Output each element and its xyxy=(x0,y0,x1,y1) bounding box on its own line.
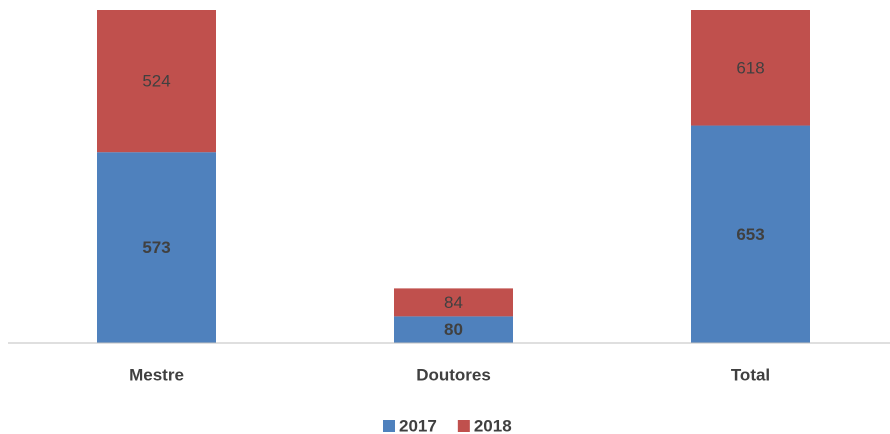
data-label: 84 xyxy=(444,293,463,312)
x-tick-label: Total xyxy=(731,365,770,384)
data-label: 618 xyxy=(736,58,764,77)
bar-segment xyxy=(691,10,810,126)
bar-segment xyxy=(394,316,513,343)
data-label: 653 xyxy=(736,225,764,244)
bar-segment xyxy=(691,125,810,343)
data-label: 573 xyxy=(142,238,170,257)
data-label: 80 xyxy=(444,320,463,339)
plot-area xyxy=(97,10,810,343)
x-tick-label: Doutores xyxy=(416,365,491,384)
bar-segment xyxy=(97,152,216,343)
bar-segment xyxy=(97,10,216,153)
bar-segment xyxy=(394,288,513,317)
legend-swatch xyxy=(457,420,470,432)
x-tick-label: Mestre xyxy=(129,365,184,384)
legend-label: 2017 xyxy=(399,416,437,434)
data-label: 524 xyxy=(142,72,170,91)
legend-label: 2018 xyxy=(474,416,512,434)
legend-swatch xyxy=(383,420,395,432)
